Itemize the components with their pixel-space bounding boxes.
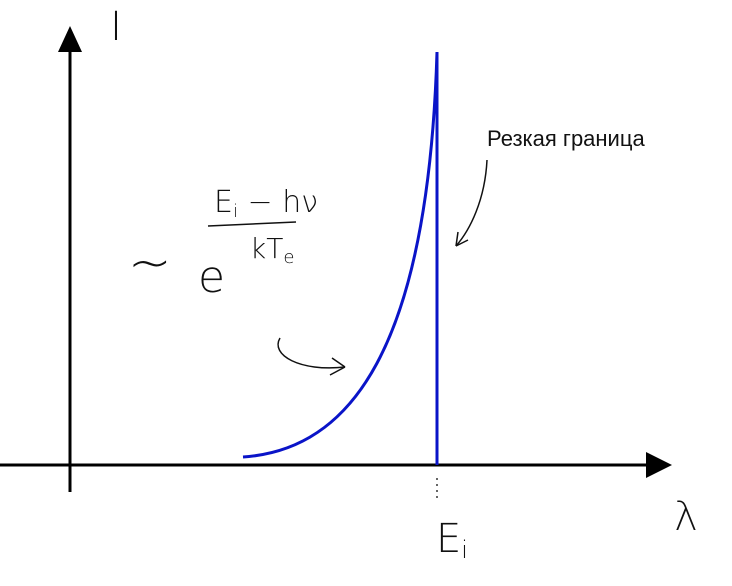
- curve-arrow: [277, 337, 346, 369]
- annotation-arrow-head: [455, 231, 469, 247]
- formula-numerator: Ei − hν: [214, 185, 318, 222]
- formula-prefix: ~: [128, 233, 172, 293]
- annotation-arrow: [455, 159, 488, 247]
- formula-base: e: [198, 252, 225, 303]
- denominator-main: kT: [250, 232, 283, 265]
- edge-marker-main: E: [436, 516, 461, 562]
- x-axis-label: λ: [674, 494, 698, 540]
- y-axis-arrow: [58, 26, 82, 52]
- edge-marker-sub: i: [461, 536, 468, 564]
- curve-arrow-head: [329, 357, 346, 376]
- numerator-rest: − hν: [238, 185, 318, 220]
- x-axis-arrow: [646, 452, 672, 478]
- formula-denominator: kTe: [250, 232, 294, 268]
- numerator-sub: i: [233, 201, 238, 222]
- numerator-main: E: [214, 185, 233, 220]
- annotation: Резкая граница: [487, 126, 645, 151]
- edge-marker: Ei: [436, 516, 468, 564]
- denominator-sub: e: [283, 247, 294, 268]
- fraction-bar: [207, 221, 297, 227]
- spectrum-curve: [242, 51, 439, 459]
- y-axis-label: I: [110, 4, 122, 50]
